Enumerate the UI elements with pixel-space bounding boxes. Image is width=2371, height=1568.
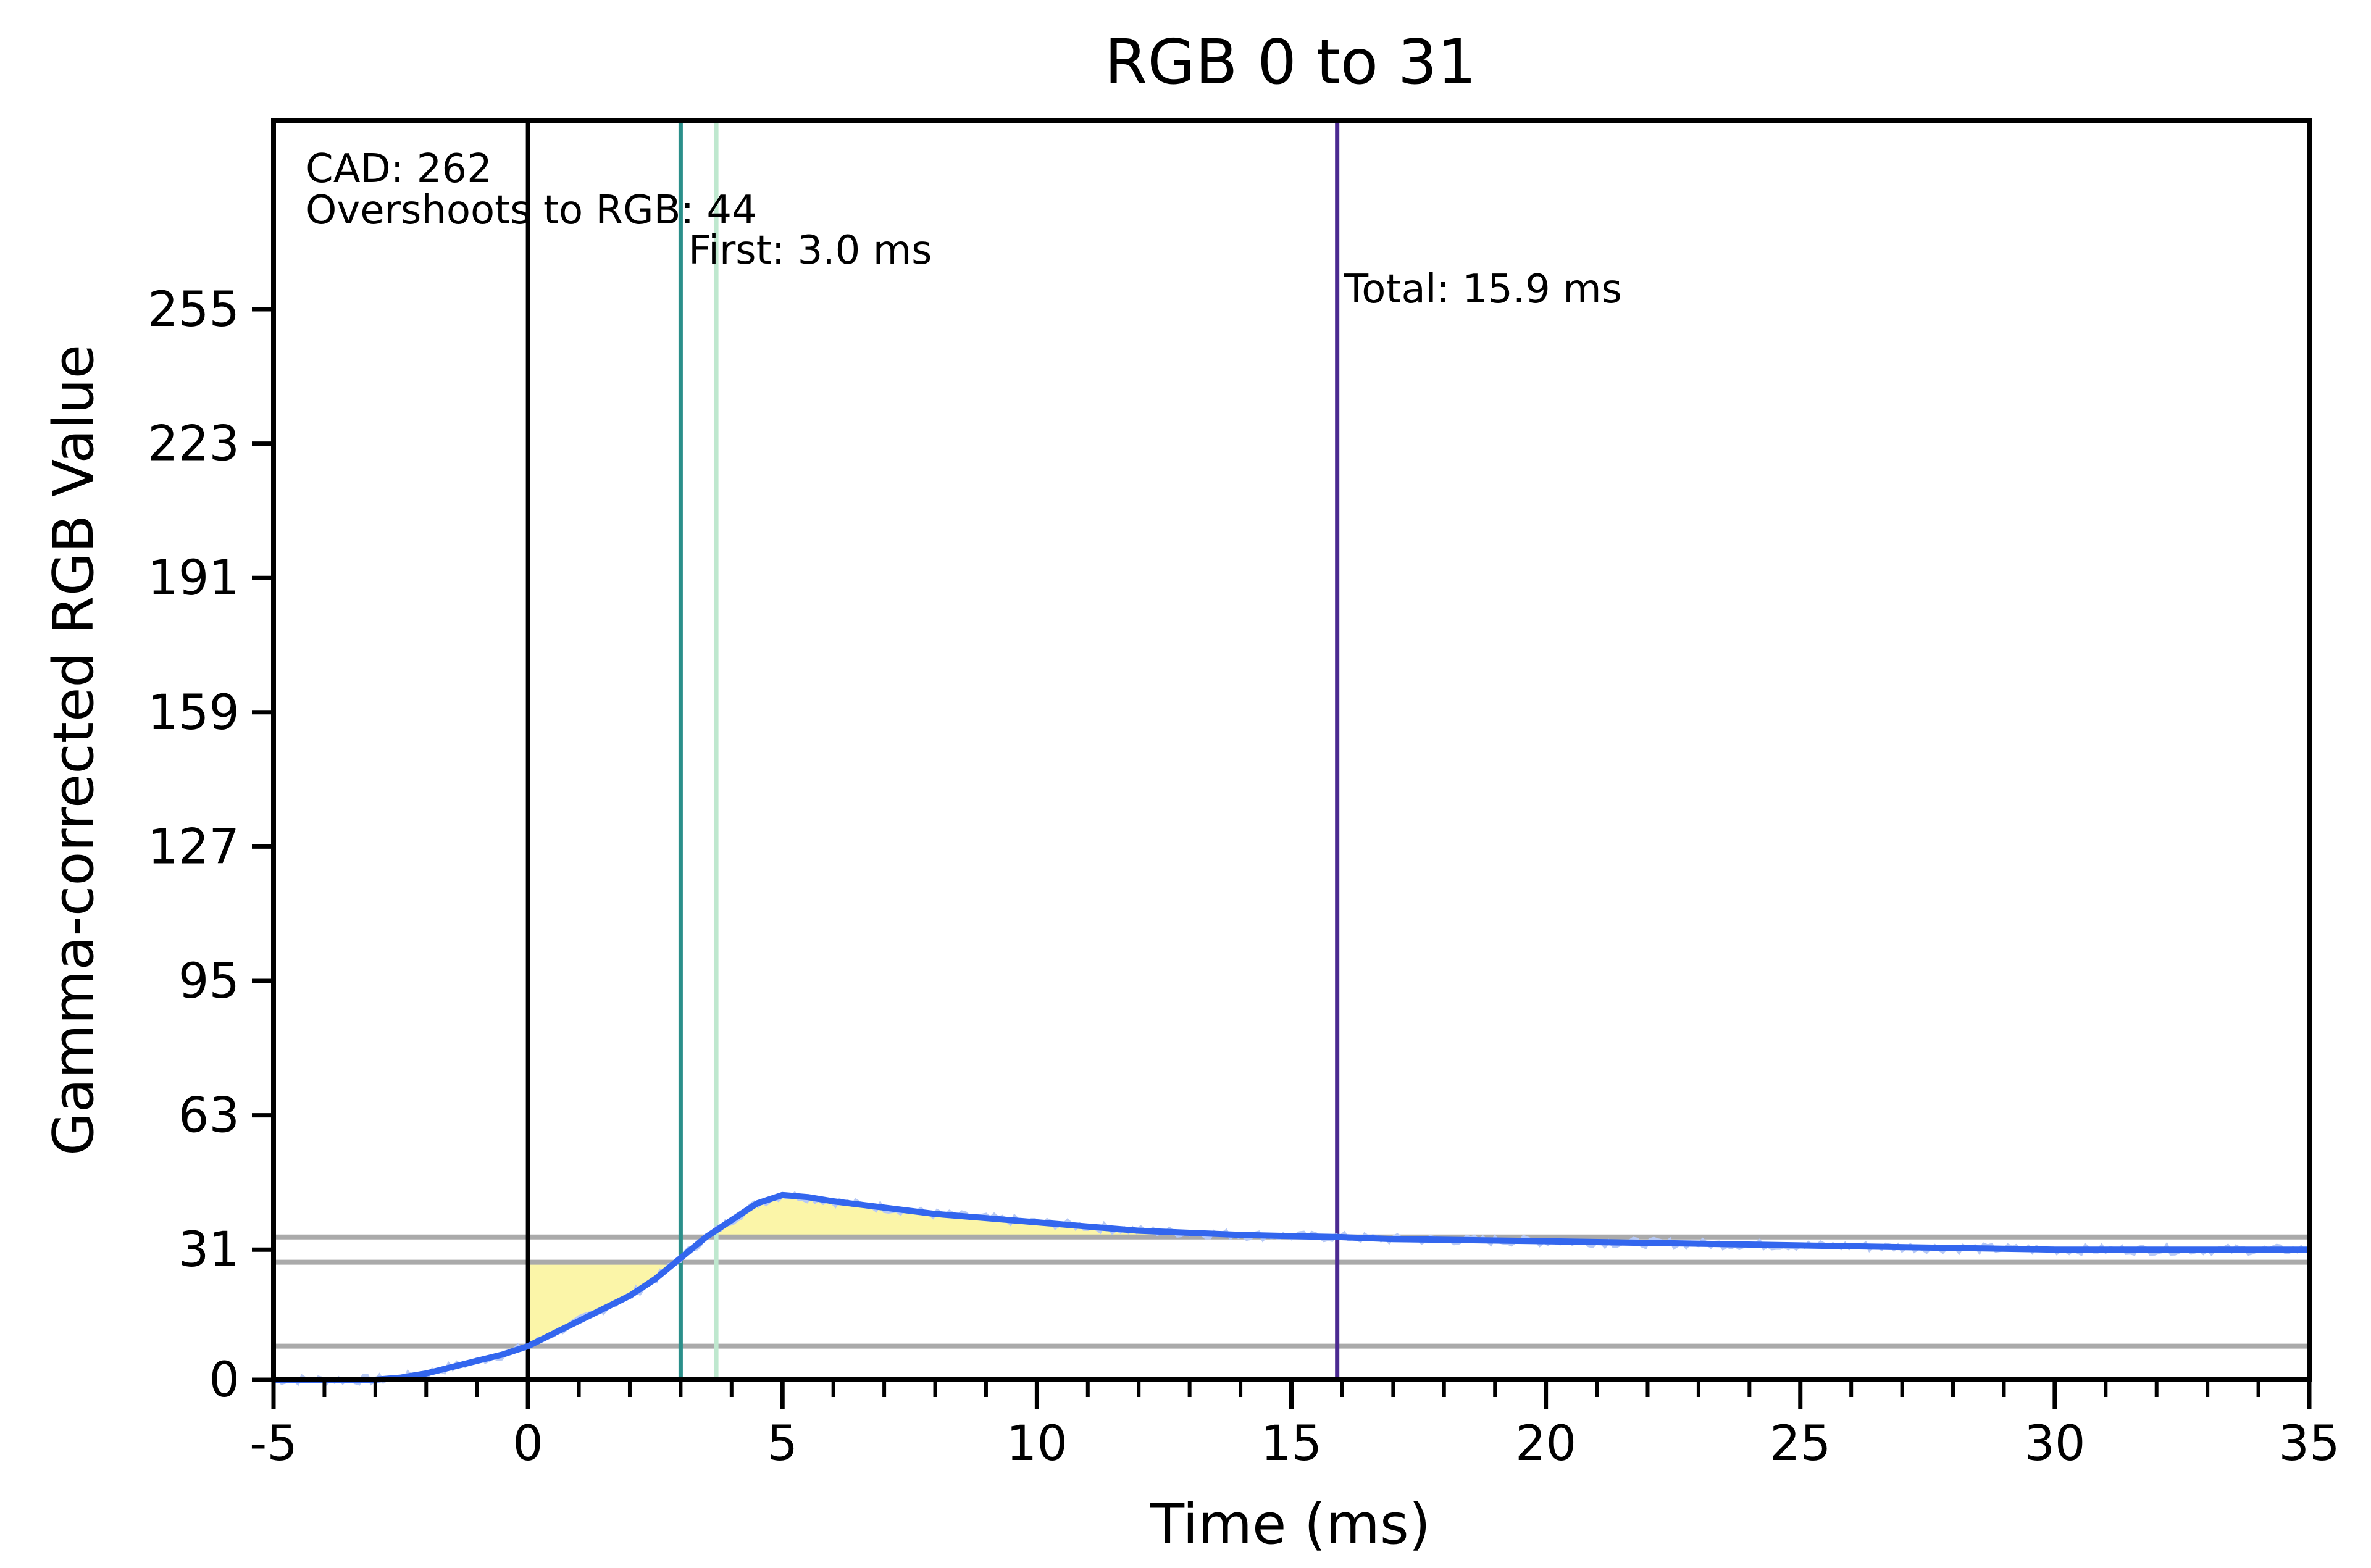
x-tick-label: 35 (2278, 1416, 2340, 1472)
x-tick-label: 25 (1770, 1416, 1831, 1472)
y-tick-label: 191 (148, 551, 240, 606)
y-tick-label: 159 (148, 685, 240, 741)
annotation-overshoot: Overshoots to RGB: 44 (306, 188, 757, 233)
y-tick-label: 255 (148, 282, 240, 338)
plot-area (270, 120, 2312, 1387)
annotation-first: First: 3.0 ms (688, 228, 932, 273)
x-tick-label: 20 (1515, 1416, 1576, 1472)
annotations: CAD: 262 Overshoots to RGB: 44 First: 3.… (306, 146, 1622, 312)
x-tick-label: 15 (1261, 1416, 1322, 1472)
y-axis-title: Gamma-corrected RGB Value (41, 344, 106, 1156)
x-tick-label: 0 (512, 1416, 543, 1472)
shaded-region-overshoot (706, 1195, 1337, 1237)
x-tick-label: 30 (2024, 1416, 2085, 1472)
y-tick-label: 95 (178, 954, 240, 1009)
y-tick-label: 31 (178, 1222, 240, 1278)
y-tick-label: 127 (148, 819, 240, 875)
annotation-total: Total: 15.9 ms (1344, 267, 1622, 312)
y-tick-label: 63 (178, 1088, 240, 1144)
y-tick-label: 0 (209, 1353, 240, 1408)
x-tick-label: -5 (249, 1416, 298, 1472)
y-tick-label: 223 (148, 417, 240, 472)
x-tick-label: 10 (1006, 1416, 1068, 1472)
chart-title: RGB 0 to 31 (1105, 26, 1476, 98)
x-tick-label: 5 (767, 1416, 798, 1472)
plot-frame (271, 118, 2312, 1382)
annotation-cad: CAD: 262 (306, 146, 492, 192)
x-axis-title: Time (ms) (1150, 1492, 1431, 1557)
series-line (270, 1191, 2312, 1383)
